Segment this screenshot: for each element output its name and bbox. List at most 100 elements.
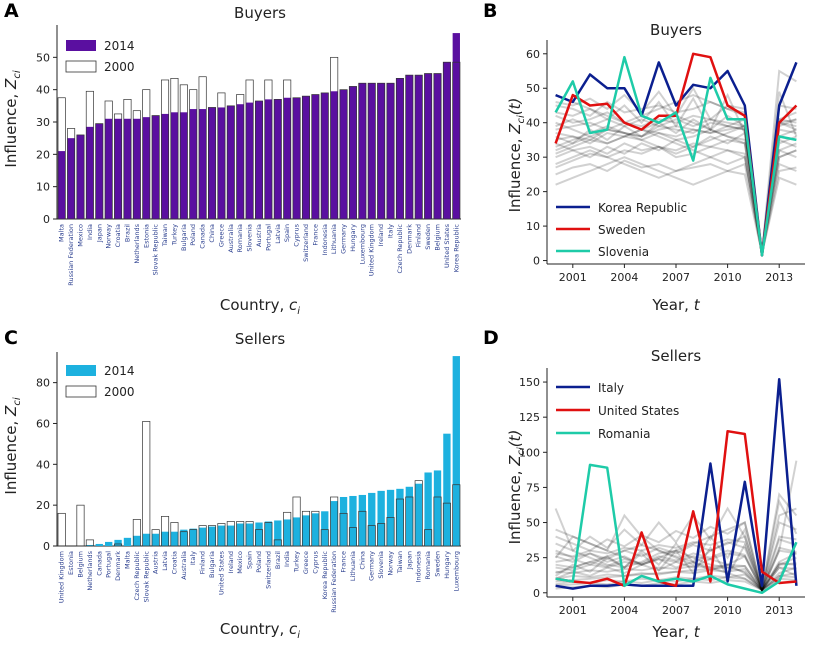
bar-2014-australia [180,529,188,546]
x-tick-label: 2004 [610,604,638,617]
background-line-9 [555,498,798,591]
x-tick-label-china: China [208,224,216,243]
y-axis-label-arg: (t) [506,98,524,116]
legend-label-2014: 2014 [104,39,135,53]
x-tick-label-korea-republic: Korea Republic [452,224,460,273]
x-tick-label-india: India [86,224,94,240]
x-tick-label-poland: Poland [189,224,197,246]
bar-2000-united-states [442,61,451,220]
x-axis-label-var: t [694,623,701,641]
bar-2000-japan [95,123,104,220]
bar-2014-united-kingdom [368,83,376,219]
bar-2014-united-states [443,62,451,219]
bar-2014-lithuania [349,495,357,546]
x-axis-label-sub: i [297,306,300,317]
plot-area: 0 20 40 60 80 United Kingdom Estonia Belgium Net… [36,352,461,613]
x-tick-label-cyprus: Cyprus [293,223,301,246]
legend-swatch-2000 [65,385,97,398]
background-line-10 [555,549,797,593]
x-tick-label-china: China [358,551,366,570]
x-tick-label-italy: Italy [189,551,197,565]
bar-2014-ireland [377,83,385,219]
legend-label-united-states: United States [598,404,679,418]
bar-2014-united-states [217,525,226,546]
bar-2000-slovenia [245,79,254,220]
bar-2014-latvia [161,531,169,546]
x-tick-label: 2001 [559,604,587,617]
bar-2014-malta [58,151,66,219]
bar-2000-poland [254,529,264,547]
bar-2000-slovenia [377,523,386,547]
y-tick-label: 10 [36,181,50,194]
x-tick-label-taiwan: Taiwan [396,551,404,574]
bar-2000-india [85,90,94,220]
panel-letter-b: B [483,0,497,22]
x-tick-label-spain: Spain [283,224,291,242]
background-line-19 [555,121,797,254]
bar-2014-italy [189,528,197,546]
bar-2014-china [358,494,367,546]
bar-2014-brazil [123,118,132,219]
x-tick-label-russian-federation: Russian Federation [330,551,338,613]
background-line-3 [555,142,797,254]
background-line-18 [555,69,797,254]
bar-2014-austria [255,100,263,219]
x-tick-label-luxembourg: Luxembourg [358,224,366,265]
x-tick-label-canada: Canada [199,224,207,249]
x-tick-label: 2007 [662,604,690,617]
x-tick-label: 2001 [559,271,587,284]
bar-2014-canada [95,543,103,546]
x-tick-label-norway: Norway [387,551,395,576]
x-tick-label-malta: Malta [58,224,66,242]
x-tick-label: 2007 [662,271,690,284]
series-line-korea-republic [555,61,798,257]
x-axis-label: Year, t [651,623,700,641]
background-line-16 [555,492,798,591]
bar-2014-russian-federation [67,138,75,219]
bar-2014-germany [339,89,348,220]
x-tick-label-brazil: Brazil [123,224,131,242]
x-tick-label-czech-republic: Czech Republic [133,551,141,601]
series-line-united-states [555,429,797,588]
x-axis-label: Country, ci [220,296,300,317]
x-tick-label-indonesia: Indonesia [321,224,329,255]
bar-2014-czech-republic [133,535,141,546]
bar-2014-italy [386,83,395,219]
x-tick-label-cyprus: Cyprus [311,550,319,573]
bar-2014-mexico [76,134,85,219]
x-tick-label-finland: Finland [415,224,423,247]
bar-2000-finland [414,74,423,220]
buyers-bar-chart: Buyers Influence, Zci Country, ci 0 10 20 3… [2,4,461,317]
bar-2000-australia [179,531,188,547]
bar-2014-denmark [114,539,122,546]
x-tick-label-mexico: Mexico [236,551,244,574]
bar-2014-switzerland [302,96,310,219]
x-tick-label-indonesia: Indonesia [415,551,423,582]
y-tick-label: 0 [43,213,50,226]
x-tick-label-netherlands: Netherlands [86,550,94,590]
bar-2000-canada [198,76,207,220]
background-line-5 [555,562,797,592]
bar-2014-bulgaria [180,112,188,219]
x-tick-label-greece: Greece [302,551,310,574]
x-tick-label-russian-federation: Russian Federation [67,224,75,286]
bar-2000-indonesia [414,480,423,547]
x-axis-label-var: c [289,296,298,314]
bar-2000-cyprus [292,97,301,220]
y-tick-label: 0 [533,255,540,268]
bar-2014-cyprus [311,513,320,546]
y-axis-label: Influence, Zci(t) [506,430,527,545]
bar-2014-turkey [170,112,179,219]
sellers-bar-chart: Sellers Influence, Zci Country, ci 0 20 40… [2,330,461,641]
x-tick-label-austria: Austria [152,551,160,574]
bar-2014-denmark [405,75,413,219]
background-line-4 [555,159,797,254]
x-tick-label-poland: Poland [255,551,263,573]
bar-2014-france [339,496,348,546]
y-tick-label: 50 [36,51,50,64]
x-tick-label-ireland: Ireland [227,551,235,573]
x-tick-label-norway: Norway [105,224,113,249]
bar-2000-korea-republic [320,529,329,547]
bar-2000-latvia [273,99,282,220]
